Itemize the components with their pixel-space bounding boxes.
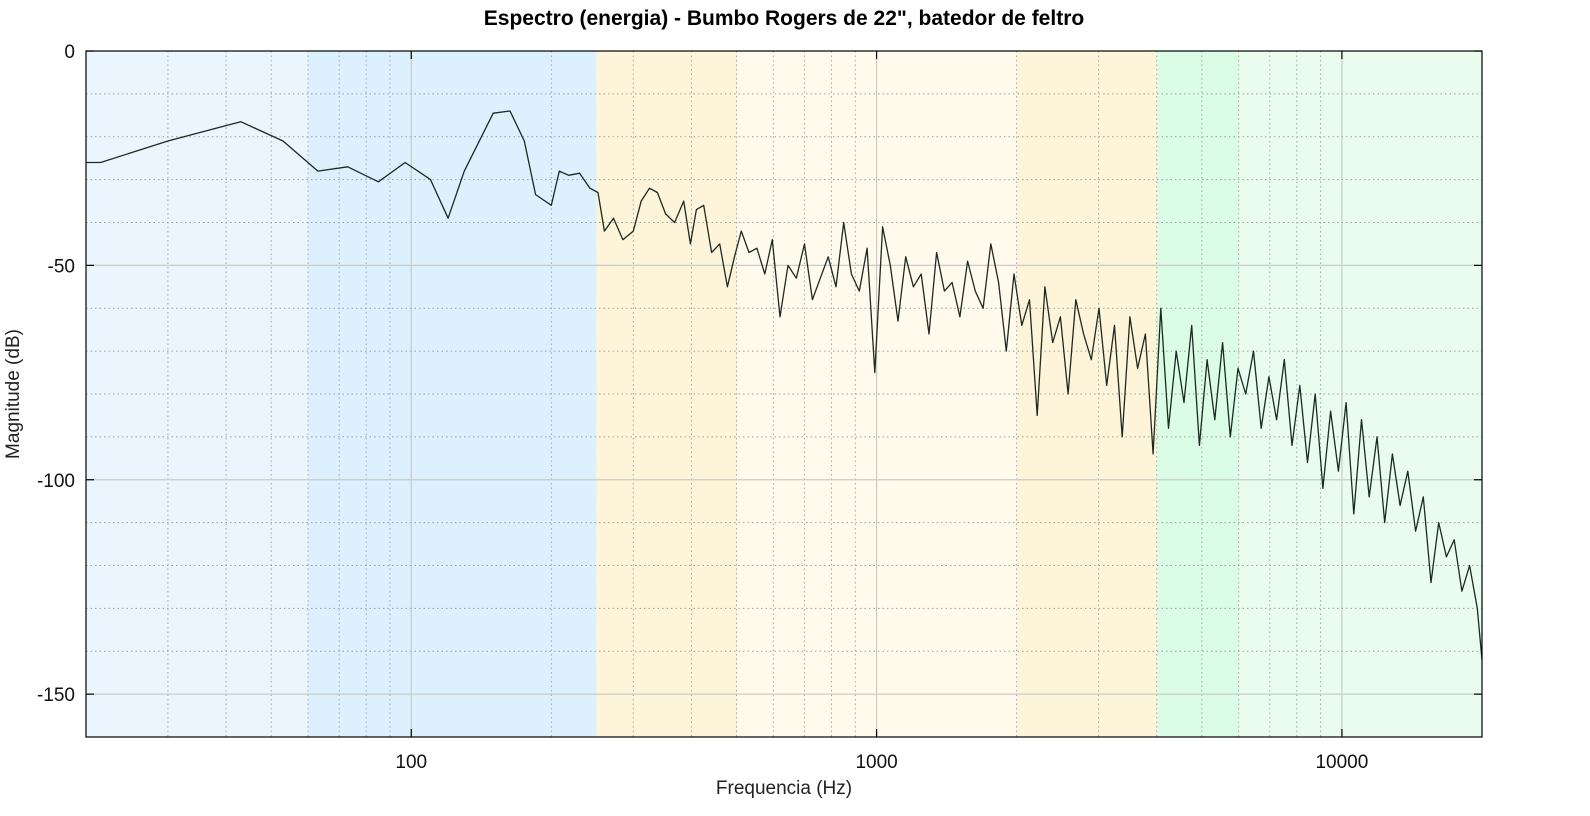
spectrum-line [86, 110, 1483, 660]
y-tick-label: 0 [64, 42, 75, 63]
spectrum-series [86, 110, 1483, 660]
grid-lines [86, 51, 1482, 737]
chart-title: Espectro (energia) - Bumbo Rogers de 22"… [484, 7, 1084, 30]
y-tick-label: -100 [37, 471, 75, 492]
y-tick-label: -50 [48, 256, 75, 277]
x-axis-label: Frequencia (Hz) [716, 778, 852, 799]
x-tick-label: 1000 [855, 752, 897, 773]
frequency-band-3 [596, 51, 737, 737]
x-tick-label: 100 [395, 752, 427, 773]
frequency-band-2 [308, 51, 597, 737]
plot-frame [85, 50, 1483, 738]
x-tick-label: 10000 [1315, 752, 1368, 773]
y-axis-label: Magnitude (dB) [3, 329, 24, 459]
tick-labels: 100 1000 10000 0 -50 -100 -150 [37, 42, 1368, 773]
frequency-band-1 [86, 51, 309, 737]
y-tick-label: -150 [37, 685, 75, 706]
axis-ticks [86, 50, 1482, 737]
